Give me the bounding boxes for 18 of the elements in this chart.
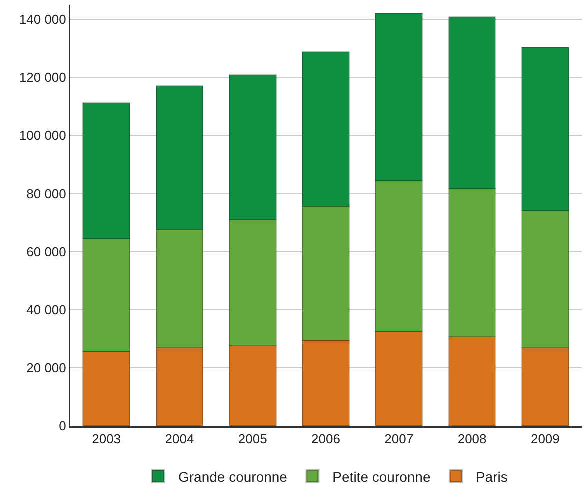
legend-label: Petite couronne [332,468,431,485]
x-tick-label: 2004 [165,432,194,447]
y-tick-label: 20 000 [26,360,66,376]
x-tick-label: 2006 [312,432,340,447]
legend-label: Paris [476,468,508,485]
y-tick-label: 60 000 [26,244,66,260]
x-tick-label: 2003 [92,432,122,447]
x-tick-label: 2007 [384,432,414,447]
y-tick-label: 0 [59,418,66,434]
legend-label: Grande couronne [178,468,288,485]
x-tick-label: 2008 [458,432,487,447]
y-tick-label: 100 000 [19,128,66,144]
y-tick-label: 120 000 [19,70,66,86]
y-tick-label: 80 000 [26,186,66,202]
x-tick-label: 2009 [530,432,560,447]
y-tick-label: 40 000 [26,302,66,318]
x-tick-label: 2005 [238,432,268,447]
y-tick-label: 140 000 [19,12,66,28]
